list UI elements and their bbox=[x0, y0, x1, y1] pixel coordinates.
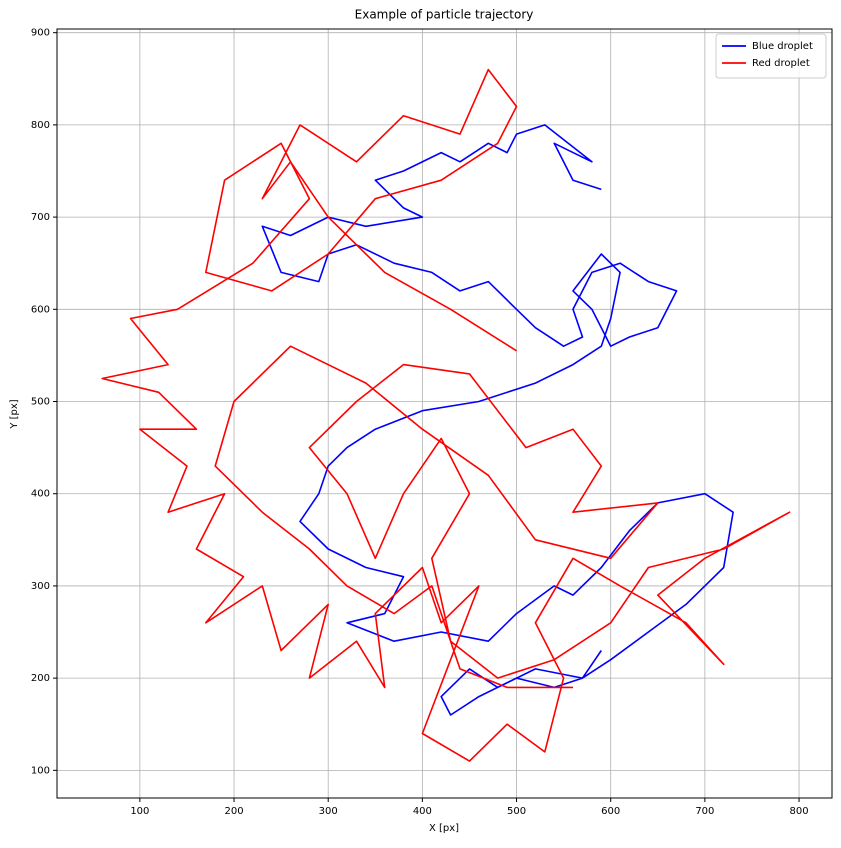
x-tick-label: 300 bbox=[319, 806, 338, 817]
y-tick-label: 100 bbox=[31, 765, 50, 776]
y-tick-label: 900 bbox=[31, 28, 50, 39]
y-tick-label: 800 bbox=[31, 120, 50, 131]
chart-title: Example of particle trajectory bbox=[355, 8, 534, 22]
x-tick-label: 100 bbox=[130, 806, 149, 817]
legend-box bbox=[715, 33, 827, 79]
x-tick-label: 700 bbox=[695, 806, 714, 817]
y-tick-label: 500 bbox=[31, 397, 50, 408]
x-tick-label: 200 bbox=[224, 806, 243, 817]
y-tick-label: 400 bbox=[31, 489, 50, 500]
x-tick-label: 400 bbox=[413, 806, 432, 817]
legend-label: Blue droplet bbox=[752, 41, 813, 52]
legend-label: Red droplet bbox=[752, 58, 810, 69]
trajectory-line bbox=[101, 68, 791, 762]
plot-frame bbox=[56, 28, 833, 799]
trajectory-line bbox=[261, 124, 734, 716]
x-tick-label: 600 bbox=[601, 806, 620, 817]
y-tick-label: 600 bbox=[31, 304, 50, 315]
x-tick-label: 800 bbox=[789, 806, 808, 817]
y-tick-label: 200 bbox=[31, 673, 50, 684]
y-tick-label: 300 bbox=[31, 581, 50, 592]
x-tick-label: 500 bbox=[507, 806, 526, 817]
x-axis-label: X [px] bbox=[429, 823, 459, 834]
y-axis-label: Y [px] bbox=[9, 399, 20, 429]
y-tick-label: 700 bbox=[31, 212, 50, 223]
